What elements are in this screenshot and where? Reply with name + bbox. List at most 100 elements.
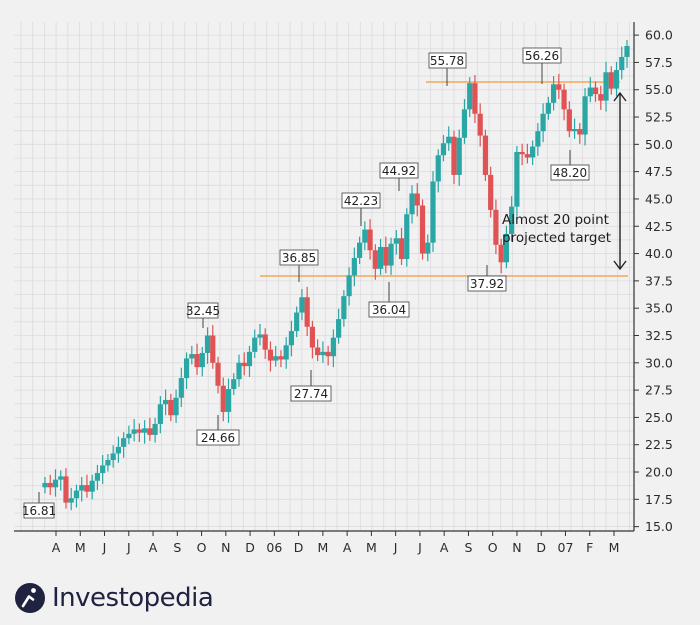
candle-up bbox=[336, 308, 342, 344]
candle-body bbox=[315, 347, 321, 356]
candle-body bbox=[388, 243, 394, 266]
candle-down bbox=[168, 393, 174, 422]
candle-body bbox=[189, 354, 195, 359]
candle-body bbox=[372, 250, 378, 269]
candle-body bbox=[320, 351, 326, 356]
target-note-line1: Almost 20 point bbox=[502, 212, 609, 228]
candle-body bbox=[73, 490, 80, 499]
candle-body bbox=[204, 335, 211, 353]
candle-down bbox=[608, 66, 614, 95]
x-tick-label: A bbox=[343, 540, 352, 555]
candle-up bbox=[435, 149, 441, 193]
candle-body bbox=[278, 356, 284, 360]
candle-body bbox=[467, 83, 473, 110]
candle-body bbox=[58, 476, 64, 480]
x-tick-label: J bbox=[417, 540, 422, 555]
candle-up bbox=[52, 469, 59, 497]
candle-up bbox=[126, 425, 132, 445]
candle-body bbox=[446, 136, 452, 144]
candle-body bbox=[131, 429, 137, 434]
candle-down bbox=[383, 236, 389, 274]
x-tick-label: F bbox=[586, 540, 593, 555]
candle-body bbox=[498, 244, 504, 263]
y-tick-label: 42.5 bbox=[645, 219, 673, 234]
candle-up bbox=[456, 129, 462, 186]
candle-body bbox=[514, 151, 520, 207]
candle-up bbox=[330, 329, 336, 368]
candle-up bbox=[582, 88, 588, 146]
candle-body bbox=[89, 480, 95, 492]
y-tick-label: 32.5 bbox=[645, 328, 673, 343]
y-tick-label: 35.0 bbox=[645, 301, 673, 316]
callout-low-5: 48.20 bbox=[550, 150, 590, 181]
candle-body bbox=[194, 354, 200, 368]
candle-down bbox=[566, 101, 572, 138]
candle-up bbox=[100, 455, 106, 485]
candle-down bbox=[372, 244, 378, 280]
candle-body bbox=[68, 498, 74, 503]
x-tick-label: J bbox=[393, 540, 398, 555]
candle-body bbox=[550, 84, 557, 103]
x-tick-label: S bbox=[173, 540, 181, 555]
x-tick-label: O bbox=[488, 540, 498, 555]
projected-target-arrow bbox=[613, 91, 627, 271]
candle-up bbox=[346, 267, 352, 306]
x-tick-label: M bbox=[317, 540, 328, 555]
candle-up bbox=[571, 118, 578, 139]
candle-up bbox=[157, 396, 163, 434]
brand-logo: Investopedia bbox=[14, 580, 214, 616]
y-tick-label: 27.5 bbox=[645, 383, 673, 398]
candle-body bbox=[461, 109, 468, 138]
candle-body bbox=[225, 389, 232, 412]
candle-up bbox=[288, 320, 295, 357]
candle-up bbox=[425, 234, 431, 262]
callout-high-4: 44.92 bbox=[379, 162, 419, 191]
candle-body bbox=[126, 433, 132, 439]
candle-body bbox=[398, 238, 405, 260]
price-callouts: 16.81 32.45 24.66 36.85 27.74 42.23 bbox=[22, 47, 590, 519]
candle-body bbox=[63, 476, 69, 503]
candle-up bbox=[446, 126, 452, 151]
candle-body bbox=[142, 428, 148, 433]
candle-down bbox=[194, 343, 200, 375]
candle-body bbox=[577, 129, 583, 135]
candle-body bbox=[435, 155, 441, 182]
callout-label: 16.81 bbox=[22, 504, 56, 518]
candle-body bbox=[456, 137, 462, 175]
candle-down bbox=[414, 183, 420, 217]
candle-up bbox=[42, 476, 48, 494]
candle-up bbox=[257, 324, 263, 346]
y-tick-label: 60.0 bbox=[645, 28, 673, 43]
candle-up bbox=[68, 487, 74, 511]
candle-body bbox=[383, 247, 389, 266]
candle-up bbox=[173, 389, 179, 423]
candle-up bbox=[351, 247, 357, 287]
candle-body bbox=[540, 113, 546, 132]
candle-up bbox=[540, 103, 546, 143]
candle-up bbox=[550, 76, 557, 111]
candle-body bbox=[94, 473, 101, 481]
candle-body bbox=[157, 404, 163, 424]
candle-up bbox=[183, 352, 190, 390]
candles bbox=[42, 40, 630, 511]
candle-up bbox=[356, 236, 363, 264]
candle-down bbox=[136, 423, 142, 442]
candle-up bbox=[503, 225, 510, 269]
candle-up bbox=[362, 221, 368, 251]
candle-body bbox=[299, 297, 305, 313]
candle-up bbox=[246, 345, 253, 377]
candle-body bbox=[105, 460, 111, 466]
candle-body bbox=[530, 146, 536, 158]
y-tick-label: 45.0 bbox=[645, 191, 673, 206]
candle-down bbox=[63, 468, 69, 509]
candle-down bbox=[210, 325, 216, 369]
candle-body bbox=[624, 46, 630, 57]
grid bbox=[14, 22, 634, 531]
callout-high-5: 55.78 bbox=[428, 52, 467, 86]
y-tick-label: 47.5 bbox=[645, 164, 673, 179]
callout-high-3: 42.23 bbox=[341, 192, 381, 226]
callout-low-2: 27.74 bbox=[290, 370, 332, 402]
candle-down bbox=[367, 219, 373, 260]
candle-body bbox=[404, 214, 410, 260]
candle-body bbox=[246, 351, 253, 367]
